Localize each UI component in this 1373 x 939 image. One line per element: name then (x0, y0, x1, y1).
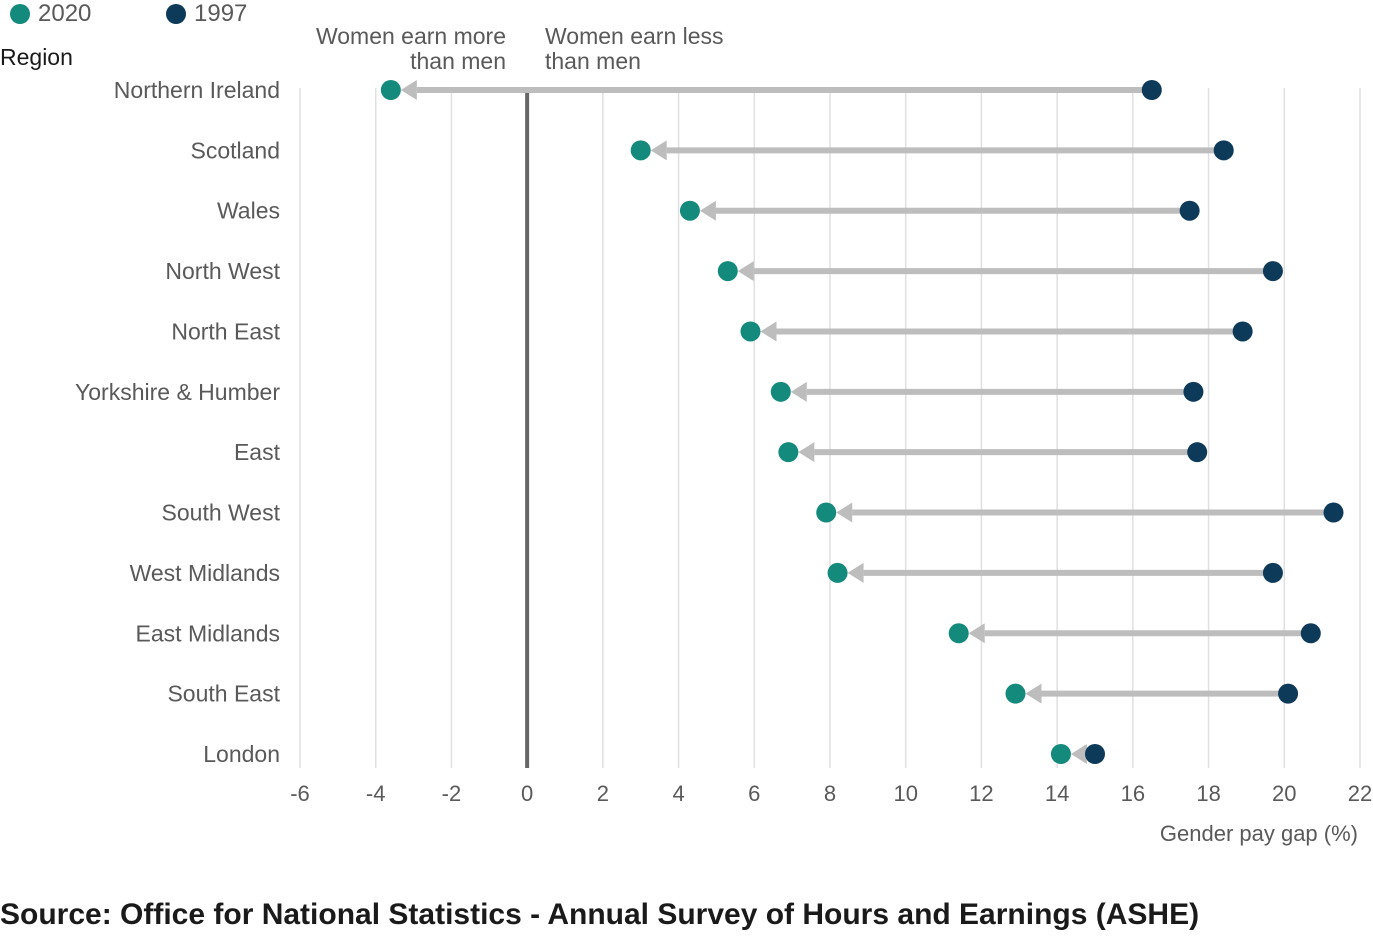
x-tick-label: -2 (442, 781, 462, 806)
x-tick-label: 16 (1121, 781, 1145, 806)
connector-arrowhead (1070, 744, 1087, 764)
connector-arrowhead (790, 381, 807, 402)
legend-item-1997: 1997 (166, 0, 247, 28)
y-axis-title: Region (0, 44, 73, 70)
y-tick-label: North East (171, 318, 280, 344)
y-tick-label: East Midlands (136, 620, 280, 646)
x-tick-label: 20 (1272, 781, 1296, 806)
point-2020 (770, 381, 791, 402)
source-note: Source: Office for National Statistics -… (0, 898, 1200, 931)
x-tick-label: 4 (672, 781, 684, 806)
point-1997 (1187, 442, 1208, 463)
y-tick-label: East (234, 439, 281, 465)
legend-marker-2020 (10, 4, 30, 24)
x-tick-label: 6 (748, 781, 760, 806)
y-tick-label: Northern Ireland (114, 77, 280, 103)
dumbbell-chart: -6 -4 -2 0 2 4 6 8 10 12 14 16 18 20 22 Gender pay gap … (75, 77, 1372, 846)
point-2020 (1005, 683, 1026, 704)
connector-arrowhead (760, 321, 777, 342)
connector-arrowhead (699, 200, 716, 221)
x-tick-label: -4 (366, 781, 386, 806)
point-1997 (1085, 744, 1105, 764)
y-tick-label: South East (167, 681, 280, 707)
y-tick-label: Scotland (190, 137, 280, 163)
x-tick-label: 0 (521, 781, 533, 806)
connector-arrowhead (836, 502, 853, 523)
point-1997 (1278, 683, 1299, 704)
x-tick-label: 22 (1348, 781, 1372, 806)
point-2020 (679, 200, 700, 221)
point-1997 (1262, 261, 1283, 282)
annotation-women-earn-more: Women earn more than men (296, 24, 506, 74)
x-tick-label: 8 (824, 781, 836, 806)
point-2020 (816, 502, 837, 523)
x-tick-label: 18 (1196, 781, 1220, 806)
y-tick-label: South West (162, 500, 281, 526)
point-1997 (1179, 200, 1200, 221)
point-1997 (1300, 623, 1321, 644)
point-2020 (740, 321, 761, 342)
point-2020 (827, 562, 848, 583)
point-1997 (1213, 140, 1234, 161)
annotation-women-earn-less: Women earn less than men (545, 24, 805, 74)
point-2020 (778, 442, 799, 463)
annotation-women-earn-more-line2: than men (410, 48, 506, 74)
point-2020 (717, 261, 738, 282)
x-axis-title: Gender pay gap (%) (1160, 821, 1358, 846)
connector-arrowhead (650, 140, 667, 161)
point-2020 (380, 80, 401, 100)
legend-label-2020: 2020 (38, 0, 92, 27)
connector-arrowhead (847, 562, 864, 583)
connector-arrowhead (1025, 683, 1042, 704)
y-tick-label: London (203, 741, 280, 767)
x-tick-label: 12 (969, 781, 993, 806)
connector-arrowhead (798, 442, 815, 463)
annotation-women-earn-less-line2: than men (545, 48, 641, 74)
connector-arrowhead (968, 623, 985, 644)
x-tick-label: 14 (1045, 781, 1069, 806)
x-tick-label: 10 (893, 781, 917, 806)
y-tick-label: West Midlands (130, 560, 280, 586)
point-1997 (1232, 321, 1253, 342)
point-2020 (1050, 744, 1071, 764)
point-1997 (1323, 502, 1344, 523)
x-tick-label: -6 (290, 781, 310, 806)
point-2020 (948, 623, 969, 644)
connector-arrowhead (400, 80, 417, 100)
legend-label-1997: 1997 (194, 0, 248, 27)
point-1997 (1141, 80, 1162, 100)
y-tick-label: Wales (217, 198, 280, 224)
y-tick-label: Yorkshire & Humber (75, 379, 280, 405)
y-tick-label: North West (165, 258, 280, 284)
legend-item-2020: 2020 (10, 0, 91, 28)
annotation-women-earn-more-line1: Women earn more (315, 23, 506, 49)
point-1997 (1183, 381, 1204, 402)
legend-marker-1997 (166, 4, 186, 24)
point-1997 (1262, 562, 1283, 583)
connector-arrowhead (737, 261, 754, 282)
point-2020 (630, 140, 651, 161)
x-tick-label: 2 (597, 781, 609, 806)
annotation-women-earn-less-line1: Women earn less (545, 23, 724, 49)
